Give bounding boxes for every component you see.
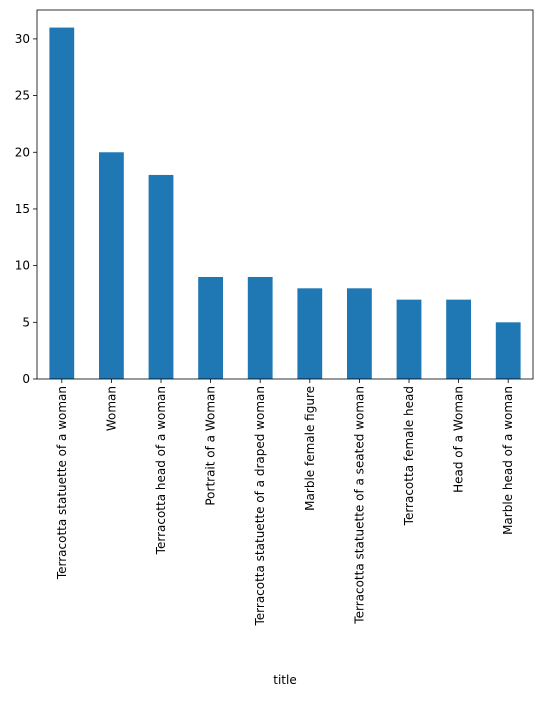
bar	[297, 288, 323, 379]
y-tick-label: 25	[15, 89, 30, 103]
x-tick-label: Woman	[104, 386, 118, 431]
bar	[446, 299, 471, 379]
bar	[347, 288, 372, 379]
x-tick-label: Terracotta statuette of a seated woman	[352, 386, 366, 625]
x-tick-label: Terracotta head of a woman	[154, 386, 168, 555]
y-tick-label: 0	[22, 372, 30, 386]
y-tick-label: 15	[15, 202, 30, 216]
bar	[396, 299, 422, 379]
x-tick-label: Portrait of a Woman	[204, 386, 218, 506]
x-tick-label: Marble head of a woman	[501, 386, 515, 535]
y-tick-label: 10	[15, 259, 30, 273]
x-tick-label: Terracotta female head	[402, 386, 416, 526]
y-tick-label: 30	[15, 32, 30, 46]
plot-frame	[36, 9, 534, 380]
y-tick-label: 5	[22, 315, 30, 329]
x-tick-label: Terracotta statuette of a woman	[55, 386, 69, 580]
x-tick-label: Terracotta statuette of a draped woman	[253, 386, 267, 627]
bar	[49, 27, 75, 379]
x-tick-label: Head of a Woman	[452, 386, 466, 493]
x-axis-label: title	[273, 673, 296, 687]
bar	[198, 276, 223, 379]
bar	[495, 322, 521, 379]
bar	[99, 152, 124, 379]
y-tick-label: 20	[15, 145, 30, 159]
x-tick-label: Marble female figure	[303, 386, 317, 511]
bar	[247, 276, 273, 379]
bar	[148, 174, 174, 379]
